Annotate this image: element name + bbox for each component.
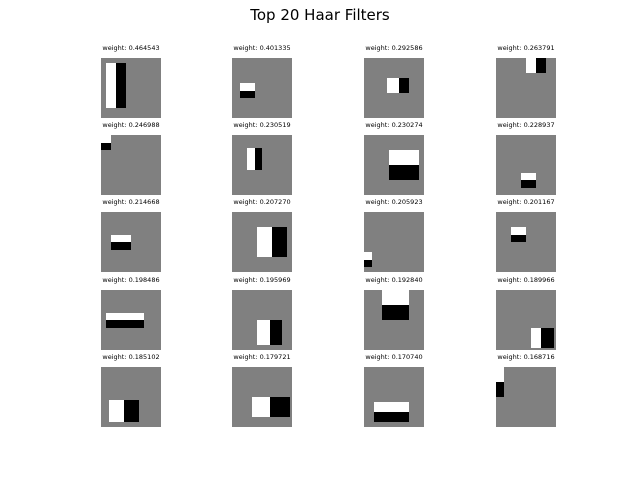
filter-weight-label: weight: 0.168716 (497, 353, 555, 361)
haar-filter-image (364, 290, 424, 350)
filter-white-region (526, 58, 536, 73)
filter-weight-label: weight: 0.201167 (497, 198, 555, 206)
filter-black-region (521, 180, 536, 188)
filter-weight-label: weight: 0.205923 (365, 198, 423, 206)
haar-filter-image (364, 58, 424, 118)
haar-filter-image (364, 135, 424, 195)
filter-white-region (389, 150, 419, 165)
filter-white-region (108, 399, 124, 422)
filter-white-region (257, 227, 272, 257)
filter-black-region (101, 142, 111, 150)
filter-weight-label: weight: 0.230519 (233, 121, 291, 129)
filter-white-region (252, 397, 270, 417)
haar-filter-image (101, 58, 161, 118)
filter-white-region (111, 234, 131, 242)
filter-white-region (247, 147, 255, 170)
filter-black-region (374, 412, 409, 422)
filter-white-region (106, 312, 144, 320)
filter-weight-label: weight: 0.401335 (233, 44, 291, 52)
filter-weight-label: weight: 0.292586 (365, 44, 423, 52)
filter-white-region (239, 83, 255, 91)
filter-weight-label: weight: 0.228937 (497, 121, 555, 129)
haar-filter-image (364, 367, 424, 427)
filter-black-region (272, 227, 287, 257)
filter-white-region (521, 172, 536, 180)
filter-black-region (389, 165, 419, 180)
filter-white-region (511, 227, 526, 235)
filter-white-region (531, 327, 541, 348)
filter-white-region (106, 63, 116, 108)
haar-filter-image (232, 367, 292, 427)
haar-filter-image (101, 290, 161, 350)
haar-filter-image (232, 290, 292, 350)
haar-filter-image (496, 135, 556, 195)
filter-black-region (541, 327, 554, 348)
haar-filter-image (496, 367, 556, 427)
haar-filter-image (496, 58, 556, 118)
haar-filter-image (232, 58, 292, 118)
haar-filter-image (232, 212, 292, 272)
haar-filter-image (101, 367, 161, 427)
filter-weight-label: weight: 0.192840 (365, 276, 423, 284)
filter-weight-label: weight: 0.189966 (497, 276, 555, 284)
filter-black-region (536, 58, 546, 73)
filter-black-region (511, 234, 526, 242)
filter-weight-label: weight: 0.170740 (365, 353, 423, 361)
filter-black-region (364, 259, 372, 267)
haar-filter-image (101, 135, 161, 195)
filter-white-region (386, 78, 399, 93)
filter-black-region (239, 90, 255, 98)
filter-weight-label: weight: 0.464543 (102, 44, 160, 52)
haar-filter-image (496, 212, 556, 272)
filter-black-region (381, 305, 409, 320)
filter-weight-label: weight: 0.185102 (102, 353, 160, 361)
haar-filter-image (496, 290, 556, 350)
filter-black-region (269, 320, 282, 345)
figure-title: Top 20 Haar Filters (250, 6, 390, 24)
filter-black-region (254, 147, 262, 170)
filter-white-region (496, 367, 504, 382)
filter-black-region (496, 382, 504, 397)
filter-weight-label: weight: 0.207270 (233, 198, 291, 206)
filter-white-region (257, 320, 270, 345)
filter-weight-label: weight: 0.195969 (233, 276, 291, 284)
filter-black-region (111, 242, 131, 250)
filter-black-region (399, 78, 409, 93)
filter-weight-label: weight: 0.263791 (497, 44, 555, 52)
filter-white-region (364, 252, 372, 260)
filter-weight-label: weight: 0.179721 (233, 353, 291, 361)
filter-weight-label: weight: 0.198486 (102, 276, 160, 284)
filter-weight-label: weight: 0.246988 (102, 121, 160, 129)
haar-filter-image (232, 135, 292, 195)
filter-black-region (116, 63, 126, 108)
filter-weight-label: weight: 0.230274 (365, 121, 423, 129)
filter-black-region (106, 320, 144, 328)
filter-white-region (374, 402, 409, 412)
filter-white-region (101, 135, 111, 143)
haar-filter-image (364, 212, 424, 272)
filter-white-region (381, 290, 409, 305)
filter-black-region (269, 397, 290, 417)
filter-black-region (123, 399, 139, 422)
filter-weight-label: weight: 0.214668 (102, 198, 160, 206)
haar-filter-image (101, 212, 161, 272)
